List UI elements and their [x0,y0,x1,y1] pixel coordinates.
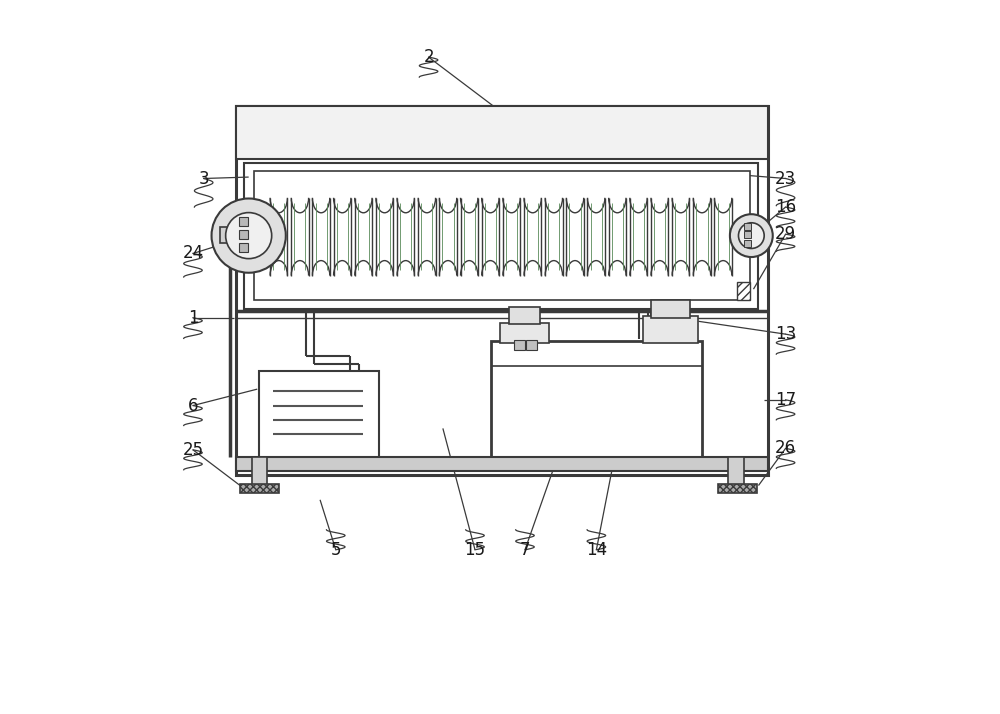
Bar [240,484,279,493]
Text: 15: 15 [464,540,486,559]
Text: 24: 24 [182,244,204,263]
Bar [651,300,690,318]
Text: 16: 16 [775,198,796,216]
Bar [744,223,751,230]
Bar [500,323,549,343]
Bar [643,316,698,343]
Bar [244,163,758,309]
Bar [239,230,248,239]
Bar [259,371,379,458]
Circle shape [730,214,773,257]
Text: 29: 29 [775,225,796,243]
Text: 1: 1 [188,308,198,327]
Bar [514,340,525,350]
Bar [491,341,702,458]
Text: 17: 17 [775,391,796,409]
Circle shape [226,213,272,258]
Text: 26: 26 [775,439,796,458]
Text: 25: 25 [182,441,204,459]
Bar [236,457,768,471]
Bar [252,457,267,486]
Text: 23: 23 [775,169,796,188]
Text: 5: 5 [331,540,341,559]
Text: 13: 13 [775,325,796,343]
Text: 14: 14 [586,540,607,559]
Bar [239,243,248,252]
Circle shape [738,223,764,248]
Bar [737,282,750,300]
Text: 7: 7 [520,540,530,559]
Bar [728,457,744,486]
Bar [254,171,750,300]
Bar [220,227,240,243]
Circle shape [212,198,286,273]
Text: 3: 3 [198,169,209,188]
Text: 6: 6 [188,396,198,415]
Text: 2: 2 [423,48,434,66]
Bar [526,340,537,350]
Bar [509,307,540,324]
Bar [236,106,768,159]
Bar [744,240,751,247]
Bar [718,484,757,493]
Bar [239,217,248,226]
Bar [744,231,751,238]
Bar [236,106,768,475]
